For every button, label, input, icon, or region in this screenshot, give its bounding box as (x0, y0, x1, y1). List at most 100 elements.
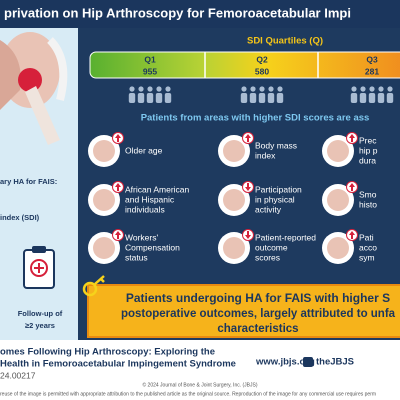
arrow (245, 183, 251, 191)
person-icon (249, 93, 257, 103)
person-icon (164, 93, 172, 103)
person-icon (250, 86, 256, 92)
findings-heading: Patients from areas with higher SDI scor… (141, 113, 370, 124)
finding-icon-inner (93, 140, 115, 162)
followup-text: Follow-up of (18, 309, 63, 318)
person-icon (147, 86, 153, 92)
person-icon (386, 93, 394, 103)
quartile-count: 580 (255, 66, 269, 76)
finding-text: Older age (125, 145, 163, 155)
person-icon (368, 93, 376, 103)
finding-icon-inner (223, 140, 245, 162)
person-icon (350, 93, 358, 103)
finding-text: hip p (359, 145, 378, 155)
finding-text: acco (359, 242, 377, 252)
person-icon (128, 93, 136, 103)
quartile-title: SDI Quartiles (Q) (247, 36, 323, 47)
arrow (115, 134, 121, 142)
conclusion-text: Patients undergoing HA for FAIS with hig… (126, 291, 390, 305)
person-icon (359, 93, 367, 103)
finding-text: histo (359, 199, 377, 209)
hip-illustration (0, 32, 68, 145)
finding-text: sym (359, 252, 375, 262)
person-icon (129, 86, 135, 92)
footer-doi: 24.00217 (0, 370, 36, 380)
arrow (245, 134, 251, 142)
arrow (245, 231, 251, 239)
person-icon (241, 86, 247, 92)
finding-icon-inner (327, 237, 349, 259)
footer-copyright: © 2024 Journal of Bone & Joint Surgery, … (142, 381, 257, 388)
footer-title: omes Following Hip Arthroscopy: Explorin… (0, 347, 215, 358)
quartile-label: Q3 (366, 54, 378, 64)
person-icon (259, 86, 265, 92)
finding-icon-inner (327, 140, 349, 162)
person-icon (156, 86, 162, 92)
finding-icon-inner (223, 189, 245, 211)
person-icon (137, 93, 145, 103)
finding-text: Prec (359, 135, 377, 145)
quartile-bar (89, 51, 400, 79)
finding-text: Smo (359, 189, 377, 199)
person-icon (155, 93, 163, 103)
person-icon (387, 86, 393, 92)
person-icon (146, 93, 154, 103)
person-icon (268, 86, 274, 92)
arrow (349, 231, 355, 239)
finding-text: individuals (125, 204, 165, 214)
arrow (349, 134, 355, 142)
finding-icon-inner (327, 189, 349, 211)
person-icon (267, 93, 275, 103)
finding-icon-inner (93, 237, 115, 259)
person-icon (277, 86, 283, 92)
followup-text: ≥2 years (25, 321, 55, 330)
finding-text: outcome (255, 242, 288, 252)
header-bar (0, 0, 400, 28)
finding-text: Workers' (125, 232, 158, 242)
conclusion-box (87, 284, 400, 338)
person-icon (240, 93, 248, 103)
finding-text: index (255, 150, 276, 160)
header-title: privation on Hip Arthroscopy for Femoroa… (4, 5, 351, 20)
quartile-label: Q2 (256, 54, 268, 64)
finding-text: in physical (255, 194, 295, 204)
person-icon (138, 86, 144, 92)
finding-text: Participation (255, 184, 302, 194)
finding-icon-inner (223, 237, 245, 259)
finding-text: dura (359, 155, 376, 165)
quartile-count: 281 (365, 66, 379, 76)
arrow (115, 231, 121, 239)
finding-text: status (125, 252, 148, 262)
footer-license: reuse of the image is permitted with app… (0, 391, 376, 397)
finding-icon-inner (93, 189, 115, 211)
person-icon (360, 86, 366, 92)
finding-text: Compensation (125, 242, 180, 252)
finding-text: scores (255, 252, 280, 262)
footer-title: Health in Femoroacetabular Impingement S… (0, 359, 236, 370)
person-icon (377, 93, 385, 103)
person-icon (165, 86, 171, 92)
footer-social: theJBJS (316, 357, 354, 368)
quartile-count: 955 (143, 66, 157, 76)
person-icon (369, 86, 375, 92)
clipboard-icon (23, 246, 55, 289)
facebook-icon (303, 357, 313, 367)
quartile-label: Q1 (144, 54, 156, 64)
finding-text: Pati (359, 232, 374, 242)
conclusion-text: postoperative outcomes, largely attribut… (121, 308, 396, 320)
finding-text: Patient-reported (255, 232, 316, 242)
arrow (349, 183, 355, 191)
finding-text: activity (255, 204, 282, 214)
finding-text: African American (125, 184, 190, 194)
sidebar-text: index (SDI) (0, 213, 40, 222)
footer-website: www.jbjs.org (255, 357, 315, 368)
person-icon (276, 93, 284, 103)
person-icon (258, 93, 266, 103)
finding-text: Body mass (255, 140, 297, 150)
arrow (115, 183, 121, 191)
finding-text: and Hispanic (125, 194, 175, 204)
sidebar-text: ary HA for FAIS: (0, 177, 57, 186)
key-icon (82, 275, 105, 297)
conclusion-text: characteristics (217, 323, 298, 335)
